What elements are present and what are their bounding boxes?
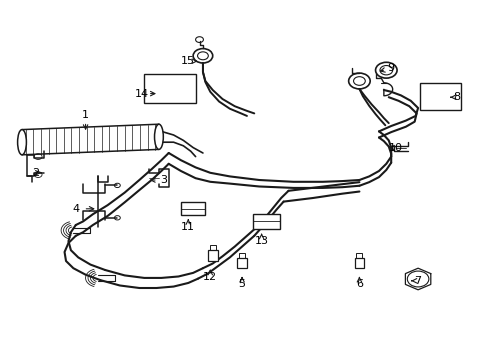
Text: 13: 13	[254, 236, 268, 246]
Text: 3: 3	[160, 175, 167, 185]
Ellipse shape	[154, 124, 163, 149]
Text: 12: 12	[203, 272, 217, 282]
Text: 10: 10	[388, 143, 402, 153]
Bar	[356, 253, 362, 258]
Bar	[207, 250, 217, 261]
Text: 5: 5	[238, 279, 245, 289]
Bar	[252, 214, 280, 229]
Text: 2: 2	[32, 168, 39, 178]
Bar	[239, 253, 244, 258]
Text: 9: 9	[387, 63, 394, 73]
Text: 15: 15	[181, 56, 195, 66]
Text: 1: 1	[82, 110, 89, 120]
Circle shape	[348, 73, 369, 89]
Bar	[144, 74, 195, 103]
Ellipse shape	[18, 130, 26, 155]
Bar	[354, 258, 364, 268]
Bar	[181, 202, 205, 215]
Bar	[419, 83, 460, 110]
Text: 14: 14	[135, 89, 148, 99]
Text: 4: 4	[72, 204, 79, 214]
Text: 6: 6	[355, 279, 362, 289]
Text: 8: 8	[453, 92, 460, 102]
Circle shape	[407, 271, 428, 287]
Bar	[209, 245, 215, 250]
Text: 7: 7	[414, 276, 421, 286]
Circle shape	[375, 62, 396, 78]
Circle shape	[193, 49, 212, 63]
Text: 11: 11	[181, 222, 195, 232]
Bar	[237, 258, 246, 268]
